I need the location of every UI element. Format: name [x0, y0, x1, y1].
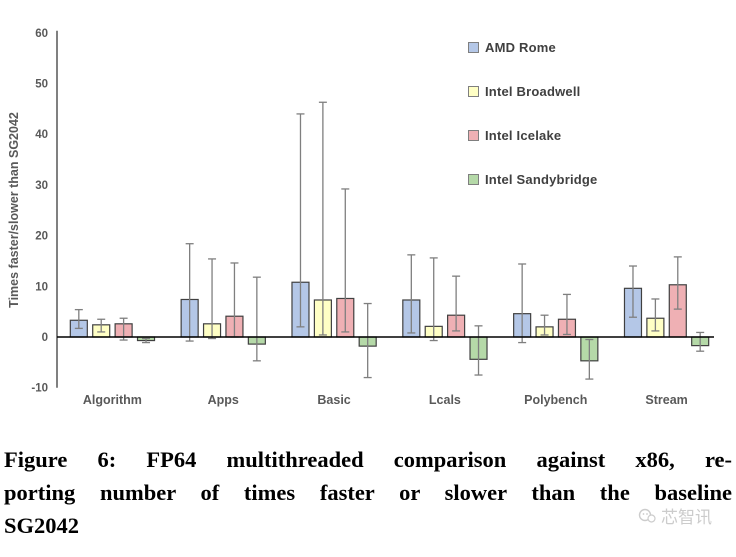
- legend-label: AMD Rome: [485, 40, 556, 55]
- caption-line: SG2042: [4, 513, 80, 538]
- y-tick-label: 60: [35, 28, 48, 40]
- legend-label: Intel Icelake: [485, 128, 562, 143]
- y-tick-label: 50: [35, 79, 48, 91]
- figure-caption: Figure 6: FP64 multithreaded comparison …: [4, 443, 732, 542]
- x-category-label: Lcals: [429, 393, 461, 407]
- legend-swatch-intel-icelake: [468, 130, 479, 141]
- x-category-label: Apps: [208, 393, 239, 407]
- legend-swatch-amd-rome: [468, 42, 479, 53]
- legend-swatch-intel-broadwell: [468, 86, 479, 97]
- y-tick-label: 10: [35, 281, 48, 293]
- y-tick-label: -10: [31, 383, 48, 395]
- watermark: 芯智讯: [637, 503, 712, 528]
- caption-line: Figure 6: FP64 multithreaded comparison …: [4, 447, 732, 472]
- y-tick-label: 0: [42, 332, 48, 344]
- caption-line: porting number of times faster or slower…: [4, 480, 732, 505]
- chart-legend: AMD Rome Intel Broadwell Intel Icelake I…: [468, 40, 597, 187]
- x-category-label: Algorithm: [83, 393, 142, 407]
- legend-label: Intel Broadwell: [485, 84, 581, 99]
- legend-item-amd-rome: AMD Rome: [468, 40, 597, 55]
- legend-swatch-intel-sandybridge: [468, 174, 479, 185]
- legend-label: Intel Sandybridge: [485, 172, 598, 187]
- watermark-logo-icon: [638, 508, 656, 523]
- y-axis-title: Times faster/slower than SG2042: [7, 112, 21, 308]
- legend-item-intel-icelake: Intel Icelake: [468, 128, 597, 143]
- chart-region: 60 50 40 30 20 10 0 -10 Times faster/slower than…: [7, 28, 714, 407]
- y-tick-label: 30: [35, 180, 48, 192]
- x-category-label: Stream: [645, 393, 687, 407]
- legend-item-intel-sandybridge: Intel Sandybridge: [468, 172, 597, 187]
- x-category-label: Polybench: [524, 393, 587, 407]
- watermark-text: 芯智讯: [661, 508, 712, 527]
- y-tick-label: 20: [35, 231, 48, 243]
- legend-item-intel-broadwell: Intel Broadwell: [468, 84, 597, 99]
- y-tick-label: 40: [35, 129, 48, 141]
- x-category-label: Basic: [317, 393, 350, 407]
- bar-chart: 60 50 40 30 20 10 0 -10 Times faster/slower than…: [7, 28, 714, 407]
